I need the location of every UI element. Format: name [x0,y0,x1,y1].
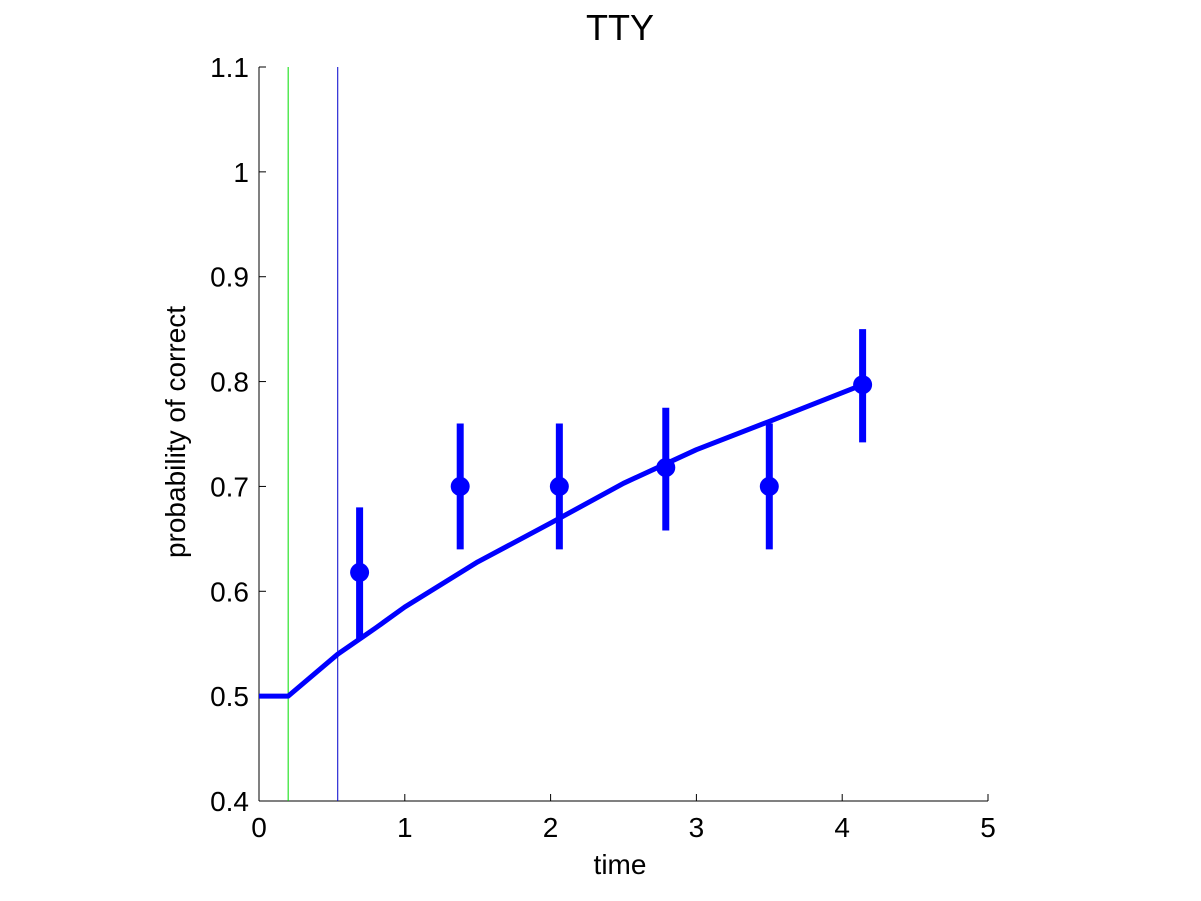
data-point [853,375,873,395]
data-point [450,476,470,496]
fit-curve-group [259,382,864,699]
y-tick-label: 0.7 [210,471,249,502]
error-bars [356,329,867,640]
x-tick-label: 0 [251,812,267,843]
data-point [656,458,676,478]
data-points [350,375,873,582]
y-tick-label: 1 [233,157,249,188]
x-tick-label: 2 [543,812,559,843]
x-tick-label: 4 [834,812,850,843]
x-axis-title: time [594,849,647,880]
y-tick-label: 0.4 [210,786,249,817]
y-tick-label: 0.8 [210,367,249,398]
fit-curve [259,382,864,699]
y-tick-label: 1.1 [210,52,249,83]
vertical-lines [287,67,339,801]
axes: 0.4 0.5 0.6 0.7 0.8 0.9 1 1.1 0 1 2 3 4 5 [210,52,996,843]
x-tick-label: 3 [689,812,705,843]
data-point [549,476,569,496]
y-tick-label: 0.6 [210,576,249,607]
data-point [350,562,370,582]
x-tick-label: 5 [980,812,996,843]
y-axis-title: probability of correct [160,306,191,558]
chart-title: TTY [586,7,654,48]
data-point [759,476,779,496]
y-tick-label: 0.9 [210,262,249,293]
y-tick-label: 0.5 [210,681,249,712]
x-tick-label: 1 [397,812,413,843]
